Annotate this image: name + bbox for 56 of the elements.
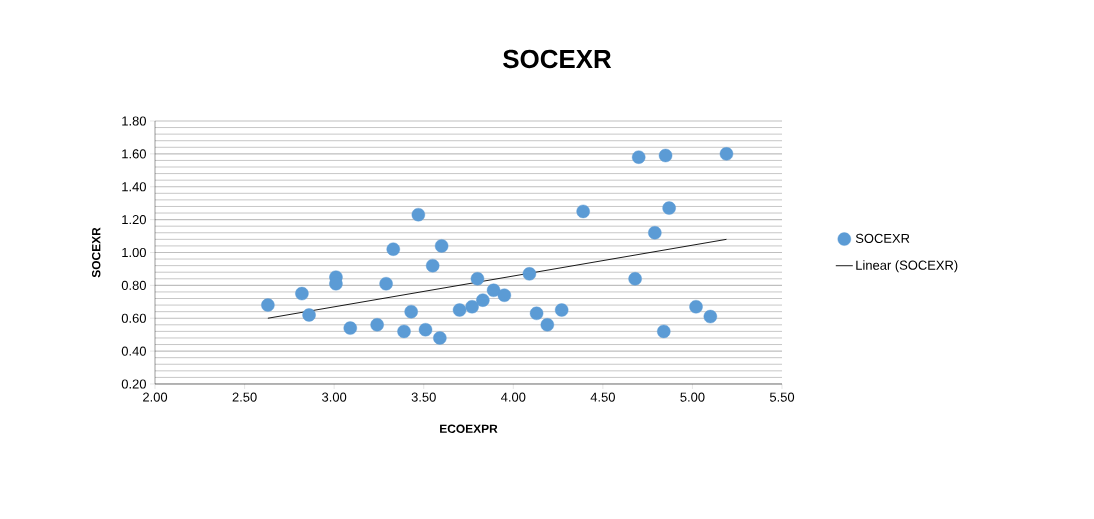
point [497,288,512,302]
y-tick-label: 0.20 [121,379,146,389]
point [486,283,501,297]
x-axis-title: ECOEXPR [440,424,498,433]
point [689,300,703,314]
point [452,303,467,317]
y-tick-label: 1.00 [122,247,146,258]
point [404,304,418,319]
point [379,277,393,291]
point [576,204,590,219]
point [425,258,440,273]
point [470,272,485,286]
y-tick-label: 1.80 [122,116,146,126]
y-tick-label: 0.60 [121,313,146,323]
y-tick-label: 1.60 [122,149,146,159]
chart-title: SOCEXR [503,49,612,69]
point [662,201,676,215]
point [261,298,275,312]
point [628,272,642,286]
legend-label: Linear (SOCEXR) [856,260,958,273]
point [522,267,537,281]
x-tick-label: 2.50 [232,392,257,402]
y-axis-title: SOCEXR [91,227,101,278]
point [658,148,673,163]
x-tick-label: 5.50 [769,392,795,402]
point [648,226,662,240]
point [433,331,447,345]
point [529,306,544,321]
point [370,318,384,332]
y-tick-label: 1.40 [122,182,146,192]
point [703,309,718,324]
point [434,239,449,253]
point [554,303,569,317]
x-tick-label: 3.50 [411,392,436,402]
point [343,321,357,335]
x-tick-label: 5.00 [680,392,705,402]
x-tick-label: 4.00 [500,392,526,402]
point [397,324,411,339]
x-tick-label: 4.50 [590,392,615,402]
point [295,286,309,301]
point [632,150,646,164]
point [719,147,734,161]
point [386,242,400,256]
point [418,323,433,337]
x-tick-label: 2.00 [143,392,168,402]
point [465,300,479,314]
y-tick-label: 0.80 [121,280,146,290]
point [302,308,316,322]
point [476,293,490,307]
y-tick-label: 0.40 [121,346,146,356]
point [540,318,555,332]
legend-label: SOCEXR [855,233,910,243]
point [411,207,426,222]
point [657,324,671,339]
x-tick-label: 3.00 [322,392,347,402]
y-tick-label: 1.20 [122,215,146,225]
